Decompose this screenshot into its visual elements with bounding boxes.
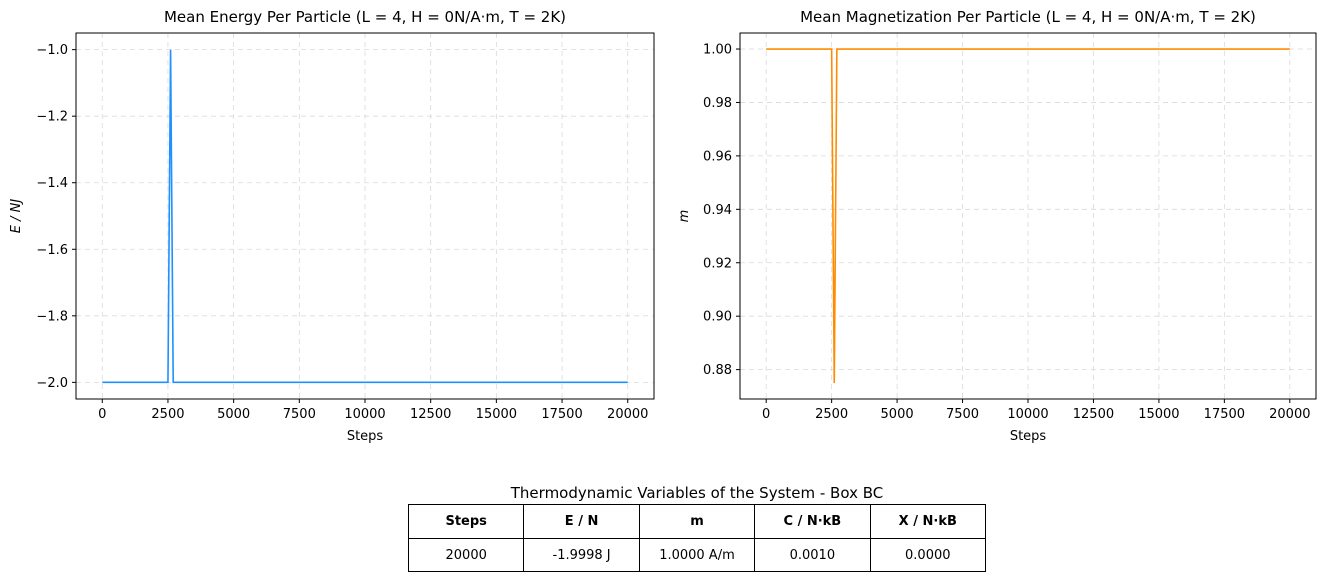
chart-2: 0 2500 5000 7500 10000 12500 15000 17500 20000 0.… xyxy=(677,8,1317,444)
header-steps: Steps xyxy=(407,504,525,539)
x-tick-label: 5000 xyxy=(217,407,250,422)
y-tick-label: 0.98 xyxy=(703,96,732,111)
y-tick-label: 0.94 xyxy=(703,203,732,218)
x-tick-label: 20000 xyxy=(607,407,648,422)
x-tick-label: 2500 xyxy=(151,407,184,422)
header-heat-capacity: C / N·kB xyxy=(754,504,871,539)
header-susceptibility: X / N·kB xyxy=(869,504,987,539)
x-tick-label: 7500 xyxy=(946,407,979,422)
x-tick-label: 12500 xyxy=(1073,407,1114,422)
y-tick-label: −1.4 xyxy=(36,176,68,191)
chart-1: 0 2500 5000 7500 10000 12500 15000 17500 20000 −2… xyxy=(9,8,655,444)
cell-magnetization: 1.0000 A/m xyxy=(638,538,756,572)
y-tick-label: −1.6 xyxy=(36,243,68,258)
cell-steps: 20000 xyxy=(407,538,525,572)
x-tick-label: 20000 xyxy=(1269,407,1310,422)
header-magnetization: m xyxy=(638,504,756,539)
x-tick-label: 0 xyxy=(98,407,106,422)
chart-title: Mean Magnetization Per Particle (L = 4, … xyxy=(800,8,1256,26)
x-axis-label: Steps xyxy=(1010,429,1047,444)
x-tick-label: 17500 xyxy=(1204,407,1245,422)
x-tick-label: 0 xyxy=(762,407,770,422)
cell-susceptibility: 0.0000 xyxy=(869,538,987,572)
x-tick-label: 5000 xyxy=(881,407,914,422)
y-tick-label: 0.96 xyxy=(703,149,732,164)
table-row: 20000 -1.9998 J 1.0000 A/m 0.0010 0.0000 xyxy=(407,538,987,572)
cell-energy: -1.9998 J xyxy=(523,538,640,572)
series-line xyxy=(102,49,628,384)
table-title: Thermodynamic Variables of the System - … xyxy=(510,484,884,502)
series-line xyxy=(766,48,1290,383)
y-tick-label: 0.90 xyxy=(703,310,732,325)
figure-canvas: 0 2500 5000 7500 10000 12500 15000 17500 20000 −2… xyxy=(9,8,1317,444)
y-tick-label: −1.2 xyxy=(36,110,68,125)
y-tick-label: −2.0 xyxy=(36,376,68,391)
y-tick-label: 0.92 xyxy=(703,256,732,271)
table-header-row: Steps E / N m C / N·kB X / N·kB xyxy=(407,504,987,539)
y-axis-label: m xyxy=(677,210,692,223)
x-tick-label: 10000 xyxy=(1007,407,1048,422)
y-tick-label: −1.8 xyxy=(36,309,68,324)
thermo-table: Steps E / N m C / N·kB X / N·kB 20000 -1… xyxy=(407,504,987,572)
y-tick-label: 1.00 xyxy=(703,43,732,58)
header-energy: E / N xyxy=(523,504,640,539)
x-axis-label: Steps xyxy=(347,429,384,444)
y-tick-label: −1.0 xyxy=(36,43,68,58)
chart-title: Mean Energy Per Particle (L = 4, H = 0N/… xyxy=(164,8,566,26)
x-tick-label: 15000 xyxy=(1138,407,1179,422)
x-tick-label: 17500 xyxy=(541,407,582,422)
cell-heat-capacity: 0.0010 xyxy=(754,538,871,572)
x-tick-label: 12500 xyxy=(410,407,451,422)
x-tick-label: 15000 xyxy=(476,407,517,422)
x-tick-label: 10000 xyxy=(344,407,385,422)
y-tick-label: 0.88 xyxy=(703,363,732,378)
y-axis-label: E / NJ xyxy=(9,199,24,234)
x-tick-label: 7500 xyxy=(283,407,316,422)
x-tick-label: 2500 xyxy=(815,407,848,422)
